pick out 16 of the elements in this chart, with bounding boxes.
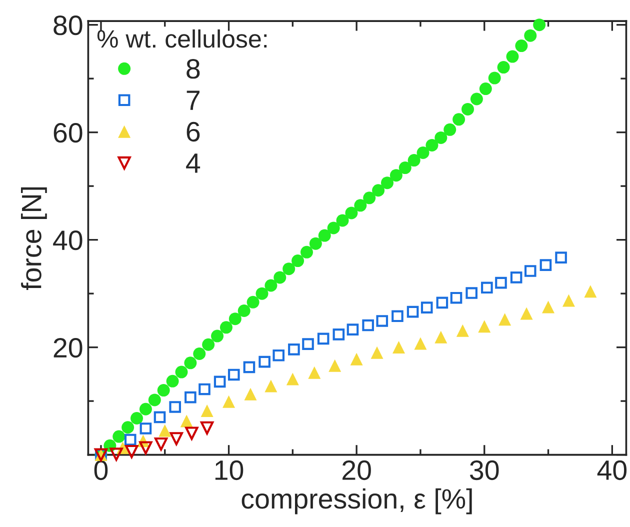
x-tick-label: 30 (470, 460, 499, 480)
x-tick-label: 40 (597, 460, 627, 480)
x-axis-title: compression, ε [%] (242, 488, 472, 514)
legend-label: 6 (186, 122, 200, 142)
y-tick-label: 20 (54, 338, 82, 358)
y-axis-title: force [N] (20, 187, 47, 290)
legend-label: 8 (186, 59, 200, 79)
x-tick-label: 20 (342, 460, 371, 480)
legend-label: 4 (186, 154, 200, 173)
x-tick-label: 10 (215, 460, 244, 480)
y-tick-label: 40 (53, 230, 82, 250)
legend-label: 7 (186, 90, 200, 110)
y-tick-label: 60 (54, 123, 82, 143)
y-tick-label: 80 (54, 16, 82, 36)
x-tick-label: 0 (94, 460, 108, 480)
legend-title: % wt. cellulose: (97, 29, 267, 48)
